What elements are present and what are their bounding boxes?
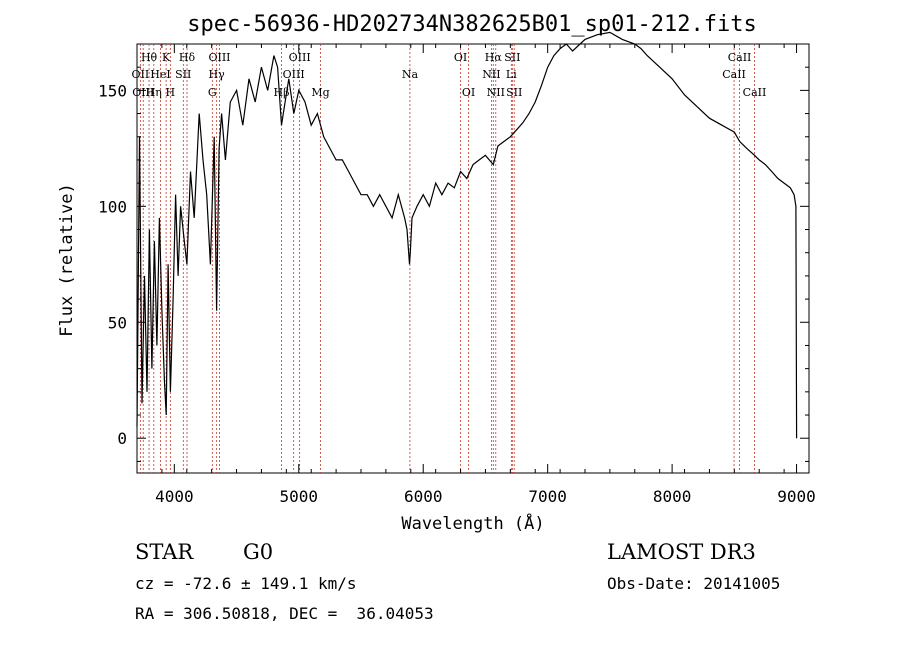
emission-line-label: K: [162, 51, 171, 64]
emission-line-label: HeI: [150, 68, 170, 81]
x-axis-label: Wavelength (Å): [401, 512, 544, 534]
emission-line-label: OII: [132, 68, 150, 81]
y-tick-label: 100: [98, 197, 127, 216]
obs-date-readout: Obs-Date: 20141005: [607, 574, 781, 593]
emission-line-label: Na: [402, 68, 419, 81]
chart-title: spec-56936-HD202734N382625B01_sp01-212.f…: [187, 12, 757, 37]
emission-line-label: Hγ: [209, 68, 226, 81]
emission-line-label: OI: [454, 51, 467, 64]
object-class: STAR: [135, 540, 194, 564]
emission-line-label: Li: [506, 68, 517, 81]
y-axis-label: Flux (relative): [57, 183, 77, 337]
x-tick-label: 7000: [528, 487, 567, 506]
emission-line-label: Hα: [485, 51, 503, 64]
emission-line-label: OIII: [132, 86, 154, 99]
x-tick-label: 5000: [280, 487, 319, 506]
spectrum-line: [136, 31, 798, 439]
emission-line-label: G: [208, 86, 217, 99]
emission-line-label: H: [166, 86, 176, 99]
x-tick-label: 4000: [155, 487, 194, 506]
emission-line-label: CaII: [743, 86, 767, 99]
emission-line-label: Mg: [311, 86, 329, 99]
plot-frame: [136, 43, 810, 474]
emission-line-label: CaII: [728, 51, 752, 64]
object-subclass: G0: [243, 540, 274, 564]
y-tick-label: 0: [117, 429, 127, 448]
emission-line-label: Hβ: [274, 86, 290, 99]
y-tick-label: 150: [98, 81, 127, 100]
x-tick-label: 6000: [404, 487, 443, 506]
redshift-readout: cz = -72.6 ± 149.1 km/s: [135, 574, 357, 593]
emission-line-label: OIII: [208, 51, 230, 64]
emission-line-label: SII: [175, 68, 191, 81]
emission-line-label: NII: [487, 86, 505, 99]
emission-line-labels: Hθ OII OIII K HeI Hη Hδ SII H OIII Hγ G OIII OIII Hβ Mg…: [132, 51, 767, 99]
coordinates-readout: RA = 306.50818, DEC = 36.04053: [135, 604, 434, 623]
x-tick-label: 9000: [777, 487, 816, 506]
emission-line-label: SII: [504, 51, 520, 64]
y-axis-ticks: 0 50 100 150: [98, 43, 809, 462]
emission-line-label: Hη: [146, 86, 162, 99]
emission-line-label: OIII: [289, 51, 311, 64]
emission-line-label: OI: [462, 86, 475, 99]
survey-name: LAMOST DR3: [607, 540, 756, 564]
y-tick-label: 50: [108, 313, 127, 332]
x-axis-ticks: 4000 5000 6000 7000 8000 9000: [136, 44, 816, 506]
emission-line-label: Hθ: [141, 51, 158, 64]
x-tick-label: 8000: [653, 487, 692, 506]
emission-line-label: Hδ: [179, 51, 196, 64]
emission-line-label: OIII: [283, 68, 305, 81]
emission-line-label: SII: [506, 86, 522, 99]
emission-line-markers: [139, 44, 755, 473]
emission-line-label: CaII: [722, 68, 746, 81]
emission-line-label: NII: [482, 68, 500, 81]
